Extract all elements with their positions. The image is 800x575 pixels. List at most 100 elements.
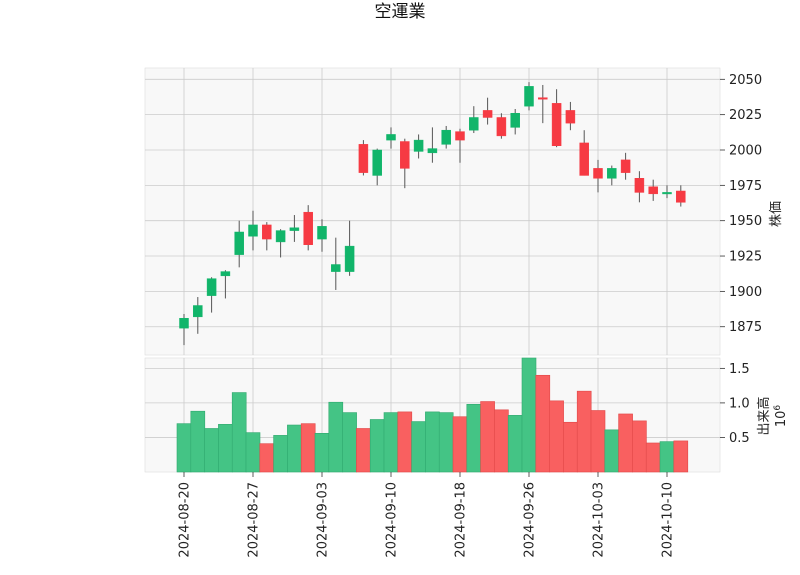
volume-bars xyxy=(176,357,689,473)
volume-axis-label: 出来高 xyxy=(756,396,772,435)
candle-body xyxy=(496,117,507,137)
volume-bar xyxy=(673,440,689,473)
candle-body xyxy=(676,190,686,203)
volume-bar xyxy=(521,357,537,473)
candle-body xyxy=(248,224,258,237)
price-tick-label: 1975 xyxy=(729,179,762,194)
volume-bar xyxy=(452,416,468,473)
volume-bar xyxy=(273,435,288,473)
volume-exponent-power: 6 xyxy=(773,405,783,411)
volume-bar xyxy=(176,423,192,473)
candle-body xyxy=(579,142,589,176)
date-tick-label: 2024-10-03 xyxy=(592,482,607,558)
candle-body xyxy=(648,186,658,195)
volume-bar xyxy=(645,442,661,473)
date-tick-label: 2024-08-27 xyxy=(247,482,262,558)
volume-bar xyxy=(507,415,523,473)
price-tick-label: 2025 xyxy=(729,108,762,123)
candle-body xyxy=(275,230,286,243)
volume-bar xyxy=(590,410,606,473)
candle-body xyxy=(524,86,534,107)
date-tick-label: 2024-09-18 xyxy=(454,482,469,558)
volume-bar xyxy=(411,421,426,473)
candle-body xyxy=(289,227,300,231)
volume-bar xyxy=(259,443,275,473)
volume-bar xyxy=(342,412,357,473)
volume-axis-ticks: 0.5 1.0 1.5 xyxy=(720,362,750,446)
volume-bar xyxy=(383,412,399,473)
candle-body xyxy=(193,305,203,318)
volume-tick-label: 1.0 xyxy=(729,396,750,411)
date-tick-label: 2024-09-03 xyxy=(316,482,331,558)
price-tick-label: 1900 xyxy=(729,285,762,300)
candle-body xyxy=(620,159,631,173)
candle-body xyxy=(455,131,465,141)
volume-bar xyxy=(369,419,385,473)
price-panel: 1875 1900 1925 1950 1975 2000 2025 2050 株価 xyxy=(144,67,784,356)
candle-body xyxy=(607,168,617,179)
volume-bar xyxy=(535,374,551,473)
candle-body xyxy=(220,271,231,277)
volume-bar xyxy=(204,428,219,473)
volume-bar xyxy=(218,424,233,473)
date-tick-label: 2024-10-10 xyxy=(661,482,676,558)
volume-bar xyxy=(328,401,344,473)
candle-body xyxy=(262,224,272,240)
candle-body xyxy=(413,139,424,152)
volume-bar xyxy=(466,403,482,473)
volume-bar xyxy=(231,392,247,473)
volume-exponent-label: 106 xyxy=(773,405,789,428)
candle-body xyxy=(331,264,341,272)
volume-bar xyxy=(356,428,371,473)
price-axis-label: 株価 xyxy=(769,201,784,227)
candle-body xyxy=(386,134,396,141)
price-tick-label: 1925 xyxy=(729,250,762,265)
candle-body xyxy=(344,245,355,272)
price-tick-label: 2000 xyxy=(729,144,762,159)
candle-body xyxy=(317,226,327,240)
candlesticks xyxy=(179,82,686,346)
candle-body xyxy=(234,231,244,255)
volume-bar xyxy=(563,421,578,473)
volume-panel: 0.5 1.0 1.5 出来高 106 xyxy=(144,357,789,473)
volume-bar xyxy=(549,400,564,473)
date-tick-label: 2024-09-26 xyxy=(523,482,538,558)
price-plot-background xyxy=(144,67,721,356)
volume-exponent-base: 10 xyxy=(774,411,789,428)
price-tick-label: 1950 xyxy=(729,214,762,229)
date-axis-ticks: 2024-08-20 2024-08-27 2024-09-03 2024-09-10… xyxy=(178,472,676,558)
volume-bar xyxy=(314,433,330,473)
date-tick-label: 2024-09-10 xyxy=(385,482,400,558)
volume-tick-label: 1.5 xyxy=(729,362,750,377)
candle-body xyxy=(469,117,479,131)
volume-bar xyxy=(659,441,675,473)
volume-bar xyxy=(494,409,509,473)
volume-bar xyxy=(576,390,592,473)
candle-body xyxy=(565,110,576,124)
candle-body xyxy=(427,148,438,154)
candle-body xyxy=(482,110,493,118)
volume-bar xyxy=(425,411,440,473)
date-tick-label: 2024-08-20 xyxy=(178,482,193,558)
candle-body xyxy=(634,178,645,193)
volume-bar xyxy=(618,413,633,473)
candle-body xyxy=(358,144,369,173)
candle-body xyxy=(206,278,217,296)
volume-bar xyxy=(287,424,302,473)
candle-body xyxy=(593,168,603,179)
volume-bar xyxy=(300,423,316,473)
price-vertical-grid xyxy=(183,68,668,355)
price-axis-ticks: 1875 1900 1925 1950 1975 2000 2025 2050 xyxy=(720,73,762,335)
price-tick-label: 2050 xyxy=(729,73,762,88)
volume-bar xyxy=(632,420,647,473)
candle-body xyxy=(510,112,520,128)
candle-body xyxy=(372,149,382,176)
volume-bar xyxy=(604,429,620,473)
candle-body xyxy=(303,211,313,245)
candle-body xyxy=(441,129,451,145)
candle-body xyxy=(662,192,672,195)
volume-tick-label: 0.5 xyxy=(729,431,750,446)
volume-bar xyxy=(480,401,495,473)
candle-body xyxy=(179,317,189,329)
